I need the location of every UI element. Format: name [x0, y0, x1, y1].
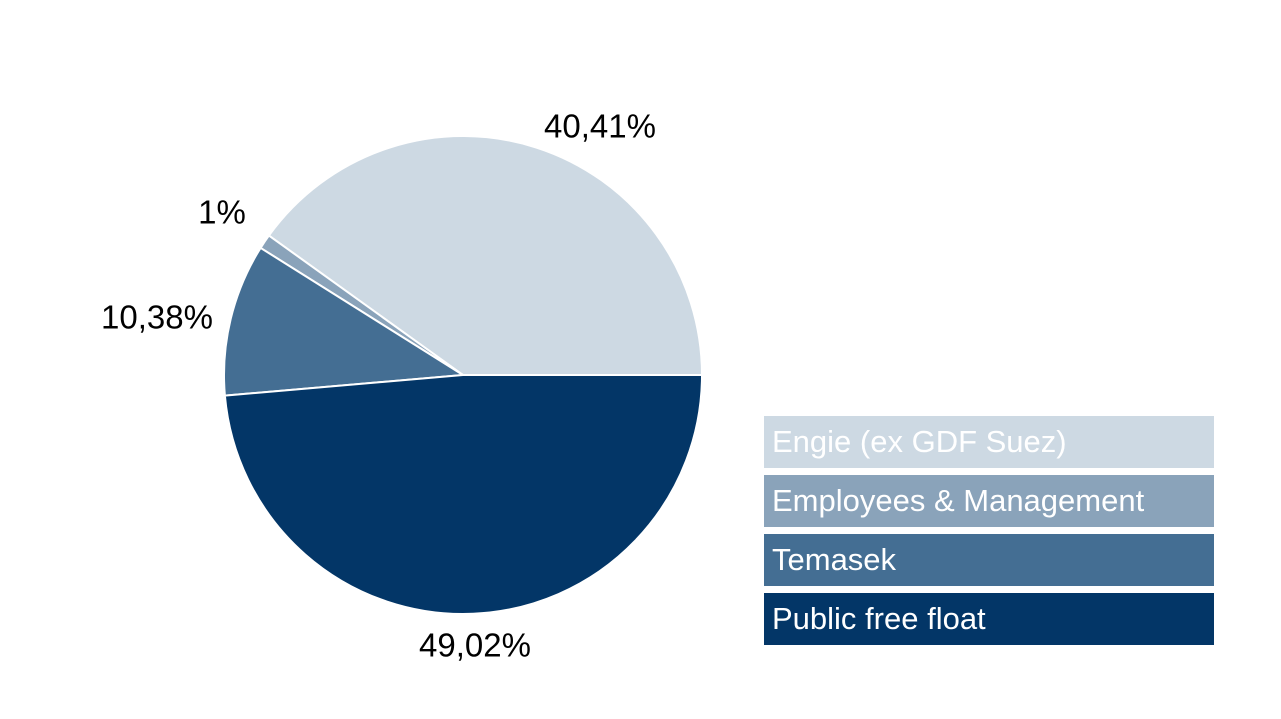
pie-data-labels: 40,41% 1% 10,38% 49,02%: [101, 108, 656, 664]
legend-label: Employees & Management: [772, 483, 1145, 518]
legend: Engie (ex GDF Suez) Employees & Managemen…: [764, 416, 1214, 652]
legend-label: Temasek: [772, 542, 897, 577]
pie-slice-3: [223, 246, 464, 397]
legend-item-4: Public free float: [764, 593, 1214, 645]
legend-label: Engie (ex GDF Suez): [772, 424, 1067, 459]
pie-slice-4: [223, 374, 703, 615]
legend-label: Public free float: [772, 601, 986, 636]
legend-item-3: Temasek: [764, 534, 1214, 586]
data-label-1: 40,41%: [544, 108, 656, 145]
pie-slice-1: [267, 135, 703, 376]
data-label-4: 49,02%: [419, 627, 531, 664]
legend-item-2: Employees & Management: [764, 475, 1214, 527]
pie-slices: [223, 135, 703, 615]
data-label-3: 10,38%: [101, 299, 213, 336]
data-label-2: 1%: [198, 194, 246, 231]
legend-item-1: Engie (ex GDF Suez): [764, 416, 1214, 468]
